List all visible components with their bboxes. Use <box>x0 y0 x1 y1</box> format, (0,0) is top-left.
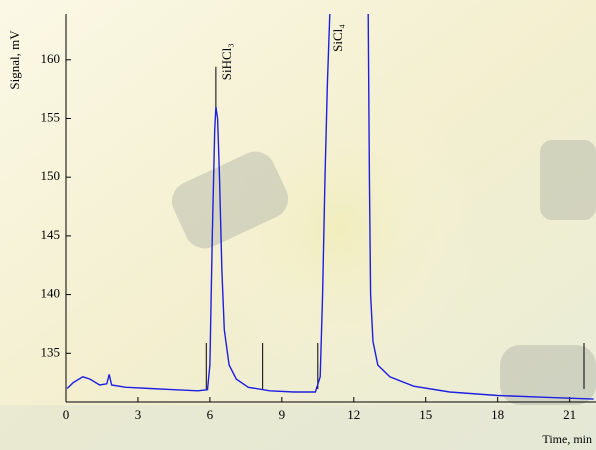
x-axis-label: Time, min <box>542 432 592 446</box>
y-tick-label: 155 <box>41 109 61 124</box>
x-tick-label: 6 <box>207 407 214 422</box>
annotation: SiHCl₃ <box>219 43 234 80</box>
background-flask <box>200 80 480 380</box>
background-cap <box>171 151 289 249</box>
x-tick-label: 9 <box>279 407 286 422</box>
x-tick-label: 21 <box>563 407 576 422</box>
y-tick-label: 135 <box>41 344 61 359</box>
x-tick-label: 18 <box>491 407 504 422</box>
background-cap <box>500 345 596 405</box>
y-axis-label: Signal, mV <box>7 30 22 90</box>
background-floor <box>0 405 596 450</box>
annotation: SiCl₄ <box>330 24 345 52</box>
plot-area <box>66 14 594 400</box>
x-tick-label: 12 <box>347 407 360 422</box>
y-tick-label: 140 <box>41 286 61 301</box>
x-tick-label: 0 <box>63 407 70 422</box>
y-tick-label: 145 <box>41 227 61 242</box>
x-tick-label: 3 <box>135 407 142 422</box>
x-tick-label: 15 <box>419 407 432 422</box>
chromatogram-line <box>66 14 594 400</box>
y-tick-label: 150 <box>41 168 61 183</box>
background-cap <box>540 140 596 220</box>
y-tick-label: 160 <box>41 51 61 66</box>
